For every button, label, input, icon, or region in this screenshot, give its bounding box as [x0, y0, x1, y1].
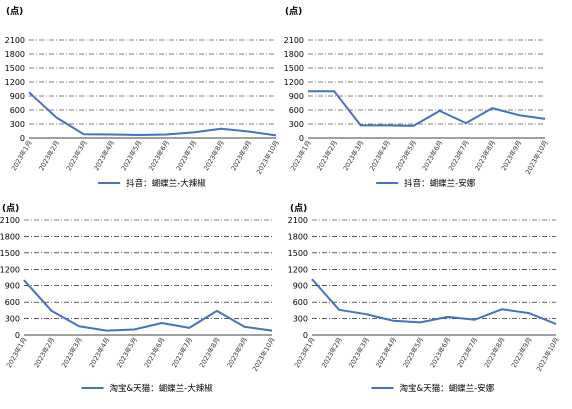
x-tick-label: 2023年5月 [114, 336, 139, 370]
x-tick-label: 2023年6月 [420, 139, 445, 173]
y-tick-label: 1500 [0, 249, 20, 258]
x-tick-label: 2023年8月 [197, 336, 222, 370]
x-tick-label: 2023年10月 [250, 336, 277, 373]
y-tick-label: 2100 [284, 36, 304, 45]
x-tick-label: 2023年9月 [499, 139, 524, 173]
x-tick-label: 2023年7月 [446, 139, 471, 173]
x-tick-label: 2023年2月 [37, 139, 62, 173]
x-tick-label: 2023年4月 [87, 336, 112, 370]
x-tick-label: 2023年4月 [91, 139, 116, 173]
x-tick-label: 2023年6月 [142, 336, 167, 370]
y-tick-label: 900 [289, 92, 304, 101]
x-tick-label: 2023年5月 [119, 139, 144, 173]
x-tick-label: 2023年1月 [292, 336, 317, 370]
y-tick-label: 1800 [284, 50, 304, 59]
y-tick-label: 2100 [0, 216, 20, 225]
x-tick-label: 2023年4月 [373, 336, 398, 370]
series-line [24, 280, 272, 330]
x-tick-label: 2023年6月 [146, 139, 171, 173]
series-line [29, 92, 276, 135]
x-tick-label: 2023年1月 [4, 336, 29, 370]
y-tick-label: 1500 [284, 64, 304, 73]
y-tick-label: 1500 [5, 64, 25, 73]
y-tick-label: 600 [5, 298, 20, 307]
y-tick-label: 1200 [288, 265, 308, 274]
x-tick-label: 2023年2月 [32, 336, 57, 370]
x-tick-label: 2023年10月 [254, 139, 281, 176]
y-tick-label: 300 [293, 315, 308, 324]
x-tick-label: 2023年1月 [288, 139, 313, 173]
x-tick-label: 2023年8月 [482, 336, 507, 370]
y-unit-label: (点) [6, 5, 23, 17]
x-tick-label: 2023年9月 [229, 138, 254, 172]
x-tick-label: 2023年5月 [401, 336, 426, 370]
x-tick-label: 2023年2月 [319, 336, 344, 370]
legend-label: 淘宝&天猫：蝴蝶兰-安娜 [400, 383, 495, 394]
y-tick-label: 600 [10, 106, 25, 115]
y-tick-label: 900 [5, 282, 20, 291]
legend-label: 淘宝&天猫：蝴蝶兰-大辣椒 [110, 383, 214, 394]
y-tick-label: 2100 [288, 216, 308, 225]
x-tick-label: 2023年9月 [225, 336, 250, 370]
y-tick-label: 600 [293, 298, 308, 307]
x-tick-label: 2023年3月 [346, 336, 371, 370]
legend-label: 抖音：蝴蝶兰-安娜 [404, 178, 476, 189]
x-tick-label: 2023年3月 [341, 139, 366, 173]
x-tick-label: 2023年8月 [472, 139, 497, 173]
x-tick-label: 2023年7月 [174, 139, 199, 173]
y-tick-label: 300 [5, 315, 20, 324]
x-tick-label: 2023年8月 [201, 139, 226, 173]
y-tick-label: 2100 [5, 36, 25, 45]
series-line [308, 91, 545, 126]
y-tick-label: 300 [10, 120, 25, 129]
y-tick-label: 600 [289, 106, 304, 115]
legend-label: 抖音：蝴蝶兰-大辣椒 [126, 178, 206, 189]
y-tick-label: 1800 [5, 50, 25, 59]
x-tick-label: 2023年7月 [455, 336, 480, 370]
y-tick-label: 1800 [288, 232, 308, 241]
x-tick-label: 2023年1月 [9, 139, 34, 173]
x-tick-label: 2023年5月 [393, 139, 418, 173]
x-tick-label: 2023年3月 [64, 139, 89, 173]
x-tick-label: 2023年10月 [534, 336, 561, 373]
y-tick-label: 900 [293, 282, 308, 291]
y-tick-label: 300 [289, 120, 304, 129]
y-tick-label: 1800 [0, 232, 20, 241]
x-tick-label: 2023年9月 [509, 336, 534, 370]
y-tick-label: 1200 [0, 265, 20, 274]
y-unit-label: (点) [290, 202, 307, 214]
x-tick-label: 2023年3月 [59, 336, 84, 370]
y-tick-label: 1500 [288, 249, 308, 258]
x-tick-label: 2023年6月 [428, 336, 453, 370]
y-tick-label: 900 [10, 92, 25, 101]
y-tick-label: 1200 [284, 78, 304, 87]
y-unit-label: (点) [285, 5, 302, 17]
y-unit-label: (点) [2, 202, 19, 214]
x-tick-label: 2023年10月 [523, 139, 550, 176]
x-tick-label: 2023年2月 [314, 139, 339, 173]
x-tick-label: 2023年4月 [367, 139, 392, 173]
y-tick-label: 1200 [5, 78, 25, 87]
x-tick-label: 2023年7月 [169, 336, 194, 370]
